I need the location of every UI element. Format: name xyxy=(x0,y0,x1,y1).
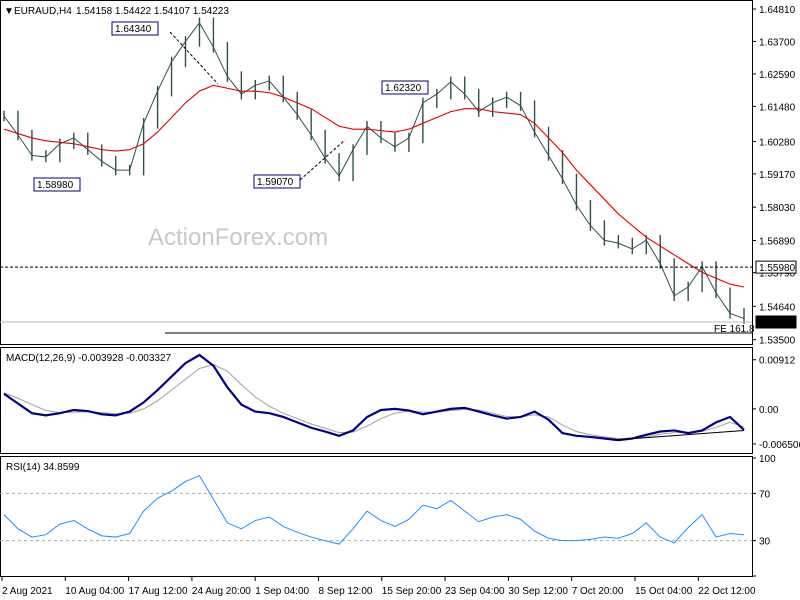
price-label: 1.58980 xyxy=(37,180,74,191)
y-tick-label: 1.59170 xyxy=(759,170,796,181)
price-label-box xyxy=(253,174,301,189)
header-symbol-arrow: ▼ xyxy=(4,6,14,17)
y-tick-label: 1.64810 xyxy=(759,5,796,16)
y-tick-label: 1.56890 xyxy=(759,237,796,248)
price-label-box xyxy=(381,80,429,95)
x-tick-label: 2 Aug 2021 xyxy=(2,586,53,597)
y-tick-label: 1.61480 xyxy=(759,102,796,113)
price-tag xyxy=(755,315,797,329)
swing-connector xyxy=(299,139,346,181)
x-tick-label: 15 Oct 04:00 xyxy=(635,586,693,597)
rsi-panel[interactable] xyxy=(0,456,753,577)
x-tick-label: 24 Aug 20:00 xyxy=(192,586,251,597)
price-layer: 1.64340 1.58980 1.59070 1.62320 FE 161.8 xyxy=(0,17,755,335)
y-tick-label: 30 xyxy=(759,537,771,548)
x-tick-label: 10 Aug 04:00 xyxy=(65,586,124,597)
x-tick-label: 17 Aug 12:00 xyxy=(129,586,188,597)
macd-trendline xyxy=(611,429,745,441)
swing-connector xyxy=(169,31,219,85)
rsi-header: RSI(14) 34.8599 xyxy=(6,462,80,473)
price-label: 1.64340 xyxy=(115,24,152,35)
watermark: ActionForex.com xyxy=(148,224,328,251)
fe-label: FE 161.8 xyxy=(714,324,755,335)
rsi-line xyxy=(3,475,745,545)
header-symbol: EURAUD,H4 xyxy=(14,6,72,17)
x-tick-label: 23 Sep 04:00 xyxy=(445,586,505,597)
x-tick-label: 15 Sep 20:00 xyxy=(382,586,442,597)
y-tick-label: 1.58030 xyxy=(759,203,796,214)
x-tick-label: 30 Sep 12:00 xyxy=(508,586,568,597)
price-tag-label: 1.55980 xyxy=(759,263,796,274)
price-tag-label: 1.54223 xyxy=(759,318,796,329)
x-tick-label: 7 Oct 20:00 xyxy=(572,586,624,597)
header-ohlc: 1.54158 1.54422 1.54107 1.54223 xyxy=(76,6,229,17)
y-tick-label: -0.006506 xyxy=(759,440,800,451)
moving-average-line xyxy=(3,84,745,288)
price-panel[interactable] xyxy=(0,0,753,345)
rsi-layer xyxy=(0,475,752,545)
macd-layer xyxy=(3,353,745,442)
price-label: 1.59070 xyxy=(257,177,294,188)
y-tick-label: 1.54640 xyxy=(759,302,796,313)
y-tick-label: 1.53500 xyxy=(759,336,796,347)
price-tag xyxy=(755,260,797,274)
y-tick-label: 1.63700 xyxy=(759,37,796,48)
x-tick-label: 22 Oct 12:00 xyxy=(698,586,756,597)
y-tick-label: 1.62590 xyxy=(759,70,796,81)
x-tick-label: 8 Sep 12:00 xyxy=(319,586,373,597)
y-tick-label: 0.00 xyxy=(759,405,779,416)
y-tick-label: 1.60280 xyxy=(759,137,796,148)
price-label-box xyxy=(33,177,81,192)
axis-layer: 1.64810 1.63700 1.62590 1.61480 1.60280 1.591… xyxy=(1,5,800,597)
y-tick-label: 70 xyxy=(759,489,771,500)
y-tick-label: 100 xyxy=(759,454,776,465)
price-line xyxy=(3,21,745,320)
price-label-box xyxy=(111,21,159,36)
x-tick-label: 1 Sep 04:00 xyxy=(255,586,309,597)
y-tick-label: 1.55790 xyxy=(759,269,796,280)
macd-header: MACD(12,26,9) -0.003928 -0.003327 xyxy=(6,353,172,364)
y-tick-label: 0.00912 xyxy=(759,356,796,367)
price-label: 1.62320 xyxy=(385,83,422,94)
macd-panel[interactable] xyxy=(0,347,753,454)
